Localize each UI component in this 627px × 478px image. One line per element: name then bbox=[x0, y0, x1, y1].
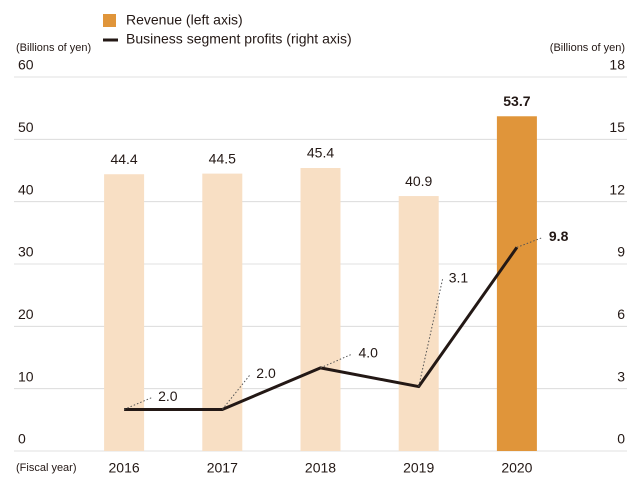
y2-tick-label: 15 bbox=[609, 119, 625, 135]
y2-tick-label: 18 bbox=[609, 57, 625, 73]
bar-value-label: 44.5 bbox=[209, 150, 236, 166]
y-tick-label: 20 bbox=[18, 306, 34, 322]
label-leader bbox=[123, 396, 153, 410]
legend-swatch bbox=[103, 14, 116, 27]
bar-value-label: 44.4 bbox=[110, 151, 137, 167]
x-tick-label: 2017 bbox=[207, 460, 238, 476]
line-value-label: 2.0 bbox=[158, 388, 178, 404]
x-tick-label: 2018 bbox=[305, 460, 336, 476]
y2-tick-label: 12 bbox=[609, 181, 625, 197]
line-value-label: 9.8 bbox=[549, 228, 569, 244]
y2-tick-label: 6 bbox=[617, 306, 625, 322]
bar bbox=[104, 174, 145, 452]
legend-label: Business segment profits (right axis) bbox=[126, 31, 352, 47]
label-leader bbox=[516, 236, 544, 248]
y-tick-label: 0 bbox=[18, 431, 26, 447]
y2-tick-label: 3 bbox=[617, 368, 625, 384]
bar-value-label: 45.4 bbox=[307, 145, 334, 161]
bar bbox=[496, 116, 537, 452]
label-leader bbox=[418, 278, 444, 387]
line-value-label: 2.0 bbox=[256, 365, 276, 381]
y2-tick-label: 9 bbox=[617, 244, 625, 260]
bar bbox=[300, 168, 341, 452]
profit-line bbox=[124, 246, 519, 411]
y-tick-label: 30 bbox=[18, 244, 34, 260]
label-leader bbox=[320, 353, 353, 369]
bar-value-label: 53.7 bbox=[503, 93, 530, 109]
y-tick-label: 50 bbox=[18, 119, 34, 135]
line-value-label: 3.1 bbox=[449, 269, 469, 285]
line-value-label: 4.0 bbox=[359, 345, 379, 361]
x-axis-label: (Fiscal year) bbox=[16, 462, 77, 474]
x-tick-label: 2019 bbox=[403, 460, 434, 476]
y-tick-label: 10 bbox=[18, 368, 34, 384]
y2-axis-label: (Billions of yen) bbox=[550, 42, 625, 54]
x-tick-label: 2016 bbox=[109, 460, 140, 476]
bar-value-label: 40.9 bbox=[405, 173, 432, 189]
y-axis-label: (Billions of yen) bbox=[16, 42, 91, 54]
y-tick-label: 60 bbox=[18, 57, 34, 73]
x-tick-label: 2020 bbox=[501, 460, 532, 476]
y2-tick-label: 0 bbox=[617, 431, 625, 447]
label-leader bbox=[221, 374, 251, 410]
y-tick-label: 40 bbox=[18, 181, 34, 197]
legend-label: Revenue (left axis) bbox=[126, 12, 243, 28]
bar bbox=[398, 196, 439, 451]
